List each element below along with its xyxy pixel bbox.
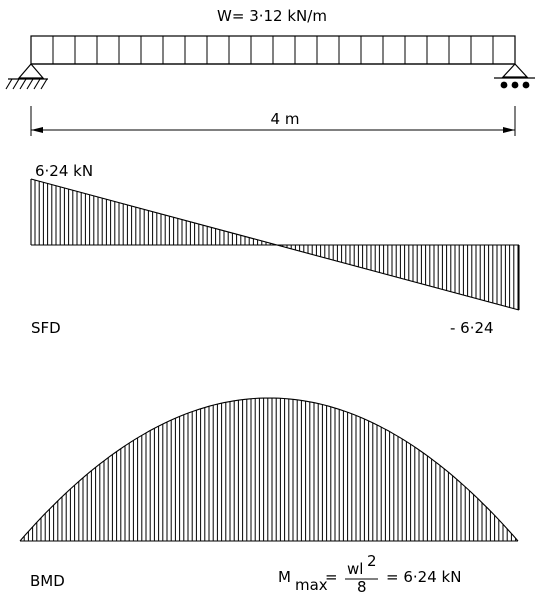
hatch-mark (26, 78, 34, 90)
hatch-mark (5, 78, 13, 90)
formula-numerator-sup: 2 (367, 552, 377, 570)
bmd-label: BMD (30, 572, 65, 590)
hatch-mark (40, 78, 48, 90)
formula-denominator: 8 (357, 578, 367, 592)
load-label: W= 3·12 kN/m (217, 7, 327, 25)
span-label: 4 m (271, 110, 300, 128)
hatch-mark (12, 78, 20, 90)
span-dimension: 4 m (30, 106, 516, 136)
hatch-mark (19, 78, 27, 90)
load-dividers (52, 36, 494, 64)
sfd-top-value: 6·24 kN (35, 162, 93, 180)
mmax-equals: = (325, 568, 338, 586)
bmd-curve (19, 397, 519, 542)
pin-support-icon (5, 63, 48, 90)
mmax-symbol: M (278, 568, 291, 586)
mmax-subscript: max (295, 576, 328, 592)
mmax-result: = 6·24 kN (386, 568, 461, 586)
sfd-label: SFD (31, 319, 61, 337)
distributed-load (30, 35, 516, 65)
sfd-slope (30, 178, 520, 311)
mmax-formula: M max = wl 2 8 = 6·24 kN (278, 552, 461, 592)
roller-support-icon (494, 63, 535, 89)
shear-force-diagram: 6·24 kN - 6·24 SFD (30, 162, 520, 337)
hatch-mark (33, 78, 41, 90)
bending-moment-diagram: BMD (19, 397, 519, 590)
sfd-bottom-value: - 6·24 (450, 319, 494, 337)
formula-numerator: wl (347, 560, 363, 578)
